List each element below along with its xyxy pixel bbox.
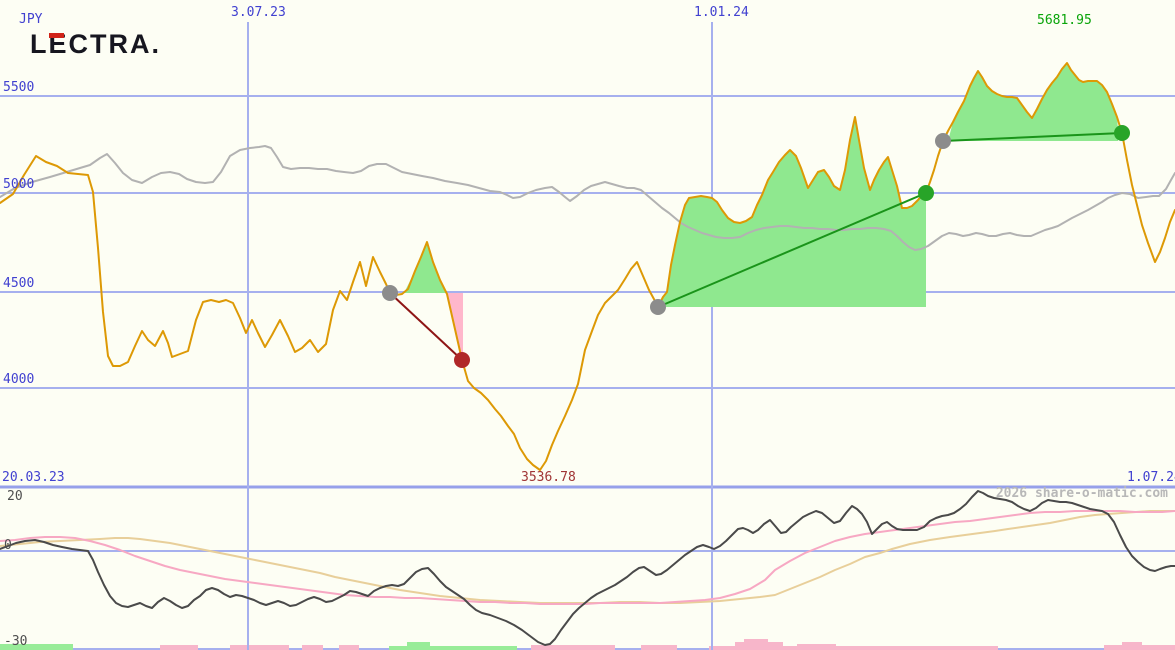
gain-zone-1 [404, 242, 447, 293]
downtrend-line [389, 292, 463, 361]
gain-zone-3 [948, 63, 1118, 141]
trend-end-dot-red [454, 352, 470, 368]
trend-start-dot [650, 299, 666, 315]
oscillator-signal1-line [0, 510, 1175, 605]
x-tick-date-2: 1.01.24 [694, 5, 749, 20]
price-line [0, 62, 1175, 471]
y-tick-5000: 5000 [3, 177, 35, 192]
trend-start-dot [935, 133, 951, 149]
histogram-bar-pink [744, 639, 768, 650]
trend-start-dot [382, 285, 398, 301]
gain-zone-2 [658, 117, 926, 307]
osc-tick-minus30: -30 [4, 634, 28, 649]
oscillator-signal2-line [0, 510, 1175, 604]
x-tick-date-1: 3.07.23 [231, 5, 286, 20]
histogram-bar-pink [531, 645, 615, 650]
histogram-bar-pink [709, 646, 998, 650]
logo-letter-e: E [48, 29, 69, 59]
uptrend-line-2 [942, 132, 1123, 142]
lectra-logo: LECTRA. [30, 31, 161, 58]
y-tick-5500: 5500 [3, 80, 35, 95]
y-tick-4000: 4000 [3, 372, 35, 387]
histogram-bar-pink [641, 645, 677, 650]
histogram-bar-pink [797, 644, 836, 650]
benchmark-line [0, 145, 1175, 251]
histogram-bar-green [407, 642, 430, 650]
trend-end-dot-green [918, 185, 934, 201]
currency-label: JPY [19, 12, 43, 27]
histogram-bar-pink [339, 645, 359, 650]
histogram-bar-pink [1122, 642, 1142, 650]
logo-letter: L [30, 29, 49, 59]
osc-tick-20: 20 [7, 489, 23, 504]
histogram-bar-green [389, 646, 517, 650]
high-value-label: 5681.95 [1037, 13, 1092, 28]
histogram-bar-green [0, 644, 73, 650]
low-value-label: 3536.78 [521, 470, 576, 485]
watermark: 2026 share-o-matic.com [995, 486, 1168, 501]
trend-end-dot-green [1114, 125, 1130, 141]
logo-letters: CTRA. [68, 29, 162, 59]
histogram-bar-pink [230, 645, 289, 650]
y-tick-4500: 4500 [3, 276, 35, 291]
oscillator-main-line [0, 490, 1175, 646]
histogram-bar-pink [302, 645, 323, 650]
start-date-label: 20.03.23 [2, 470, 65, 485]
end-date-label: 1.07.24 [1127, 470, 1175, 485]
histogram-bar-pink [160, 645, 198, 650]
osc-tick-0: 0 [4, 538, 12, 553]
uptrend-line-1 [657, 192, 927, 308]
